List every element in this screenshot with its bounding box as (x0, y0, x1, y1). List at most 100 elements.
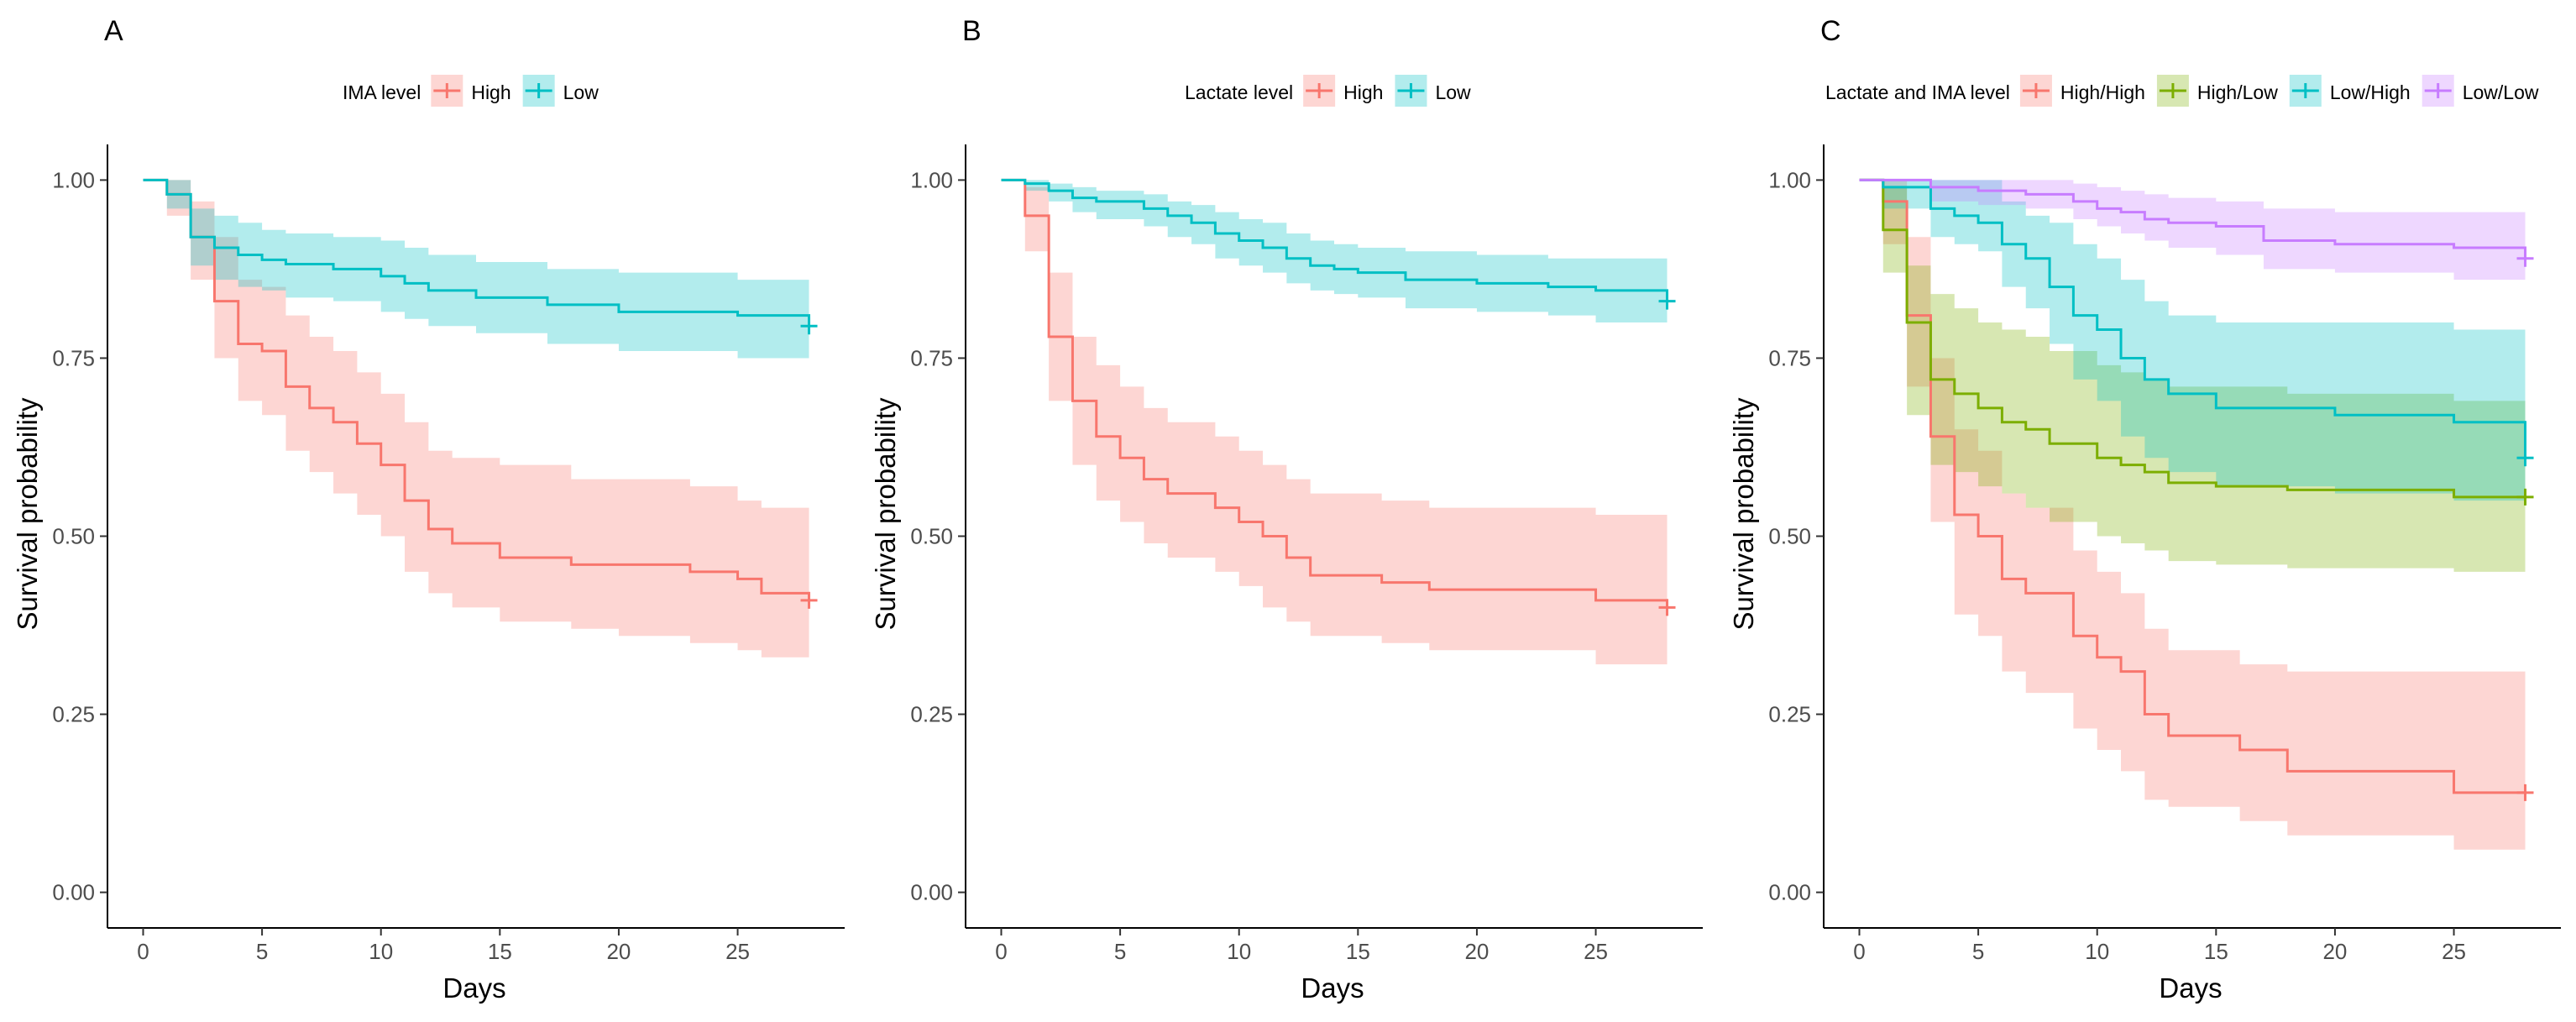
confidence-band-high (1001, 180, 1668, 665)
legend-key-mark (2424, 83, 2452, 98)
legend-label: Low (1435, 81, 1471, 103)
panel-a: A IMA level High Low 0.00 0.25 0.50 0.75 1.00… (12, 15, 845, 1004)
confidence-band-low-low (1859, 180, 2526, 280)
x-tick-label: 20 (2322, 939, 2347, 964)
censor-mark-high-low (2516, 488, 2534, 506)
panel-c: C Lactate and IMA level High/High High/Lo… (1728, 15, 2561, 1004)
x-tick-label: 5 (1972, 939, 1984, 964)
x-tick-label: 15 (1346, 939, 1370, 964)
legend: High Low (1303, 75, 1471, 107)
y-tick-label: 0.25 (1768, 702, 1811, 727)
survival-curve-low (143, 178, 811, 327)
panel-label: C (1820, 15, 1841, 47)
plot-area: 0.00 0.25 0.50 0.75 1.00 0 5 10 15 20 25 (1768, 144, 2561, 964)
x-tick-label: 10 (2085, 939, 2109, 964)
legend-item-low: Low (1395, 75, 1471, 107)
legend-key-mark (1306, 83, 1333, 98)
censor-mark-low (1658, 292, 1676, 310)
x-tick-label: 10 (369, 939, 393, 964)
y-tick-label: 0.50 (910, 524, 953, 549)
y-tick-label: 0.50 (52, 524, 95, 549)
legend-key-mark (1397, 83, 1425, 98)
y-tick-label: 0.00 (910, 880, 953, 905)
legend-item-high: High (431, 75, 511, 107)
confidence-band-low (143, 180, 809, 359)
x-tick-label: 25 (1584, 939, 1608, 964)
survival-curve-high (1001, 178, 1669, 608)
legend-label: High/Low (2197, 81, 2278, 103)
censor-mark-high (800, 591, 818, 609)
y-tick-label: 0.75 (52, 345, 95, 370)
legend-item-high: High (1303, 75, 1383, 107)
x-tick-label: 15 (2204, 939, 2228, 964)
x-tick-label: 5 (1114, 939, 1126, 964)
legend-key-mark (433, 83, 461, 98)
legend-item-low: Low (522, 75, 599, 107)
survival-curve-low-low (1859, 178, 2527, 259)
x-tick-label: 10 (1227, 939, 1251, 964)
y-tick-label: 1.00 (52, 167, 95, 192)
survival-curve-low-high (1859, 178, 2527, 459)
x-tick-label: 0 (137, 939, 149, 964)
confidence-band-high (143, 180, 809, 658)
confidence-band-high-low (1859, 180, 2526, 572)
legend-key-mark (2159, 83, 2186, 98)
x-axis-title: Days (1301, 972, 1364, 1004)
confidence-band-high-high (1859, 180, 2526, 850)
panel-label: A (104, 15, 123, 47)
y-tick-label: 0.25 (52, 702, 95, 727)
legend-label: High (1343, 81, 1383, 103)
legend: High/High High/Low Low/High Low/Low (2019, 75, 2539, 107)
legend-item-high-low: High/Low (2156, 75, 2278, 107)
legend-label: Low (563, 81, 599, 103)
censor-mark-high (1658, 599, 1676, 616)
censor-mark-high-high (2516, 784, 2534, 801)
plot-area: 0.00 0.25 0.50 0.75 1.00 0 5 10 15 20 25 (910, 144, 1703, 964)
legend-label: Low/Low (2463, 81, 2539, 103)
y-axis-title: Survival probability (870, 397, 901, 630)
x-tick-label: 20 (1464, 939, 1489, 964)
x-tick-label: 0 (995, 939, 1007, 964)
y-tick-label: 0.75 (1768, 345, 1811, 370)
x-tick-label: 5 (256, 939, 268, 964)
censor-mark-low-high (2516, 449, 2534, 467)
x-tick-label: 20 (606, 939, 631, 964)
y-tick-label: 1.00 (1768, 167, 1811, 192)
y-tick-label: 1.00 (910, 167, 953, 192)
panel-b: B Lactate level High Low 0.00 0.25 0.50 0.75… (870, 15, 1703, 1004)
legend: High Low (431, 75, 599, 107)
legend-label: Low/High (2330, 81, 2411, 103)
y-tick-label: 0.00 (1768, 880, 1811, 905)
panel-label: B (962, 15, 982, 47)
x-tick-label: 0 (1853, 939, 1865, 964)
y-axis-title: Survival probability (12, 397, 43, 630)
y-tick-label: 0.50 (1768, 524, 1811, 549)
y-tick-label: 0.75 (910, 345, 953, 370)
y-tick-label: 0.00 (52, 880, 95, 905)
confidence-band-low-high (1859, 180, 2526, 522)
legend-title: Lactate and IMA level (1825, 81, 2010, 103)
x-axis-title: Days (2159, 972, 2222, 1004)
legend-label: High/High (2060, 81, 2145, 103)
x-tick-label: 15 (488, 939, 512, 964)
censor-mark-low (800, 317, 818, 335)
legend-title: Lactate level (1185, 81, 1293, 103)
survival-curve-high (143, 178, 811, 600)
legend-item-low-high: Low/High (2289, 75, 2411, 107)
legend-item-low-low: Low/Low (2422, 75, 2539, 107)
legend-item-high-high: High/High (2019, 75, 2145, 107)
legend-key-mark (525, 83, 552, 98)
x-axis-title: Days (442, 972, 505, 1004)
survival-curve-low (1001, 178, 1669, 301)
survival-curve-high-low (1859, 178, 2526, 499)
legend-key-mark (2291, 83, 2319, 98)
y-tick-label: 0.25 (910, 702, 953, 727)
legend-key-mark (2022, 83, 2050, 98)
x-tick-label: 25 (2442, 939, 2466, 964)
y-axis-title: Survival probability (1728, 397, 1759, 630)
x-tick-label: 25 (725, 939, 750, 964)
legend-title: IMA level (343, 81, 421, 103)
legend-label: High (471, 81, 510, 103)
plot-area: 0.00 0.25 0.50 0.75 1.00 0 5 10 15 20 25 (52, 144, 845, 964)
